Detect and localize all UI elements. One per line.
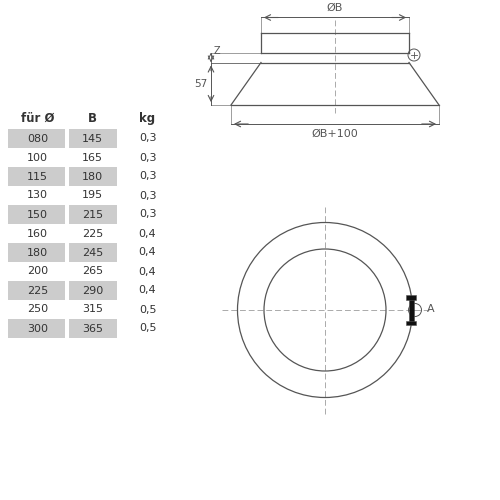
- Text: 245: 245: [82, 248, 103, 258]
- Text: 195: 195: [82, 190, 103, 200]
- Text: 130: 130: [27, 190, 48, 200]
- Text: 0,3: 0,3: [139, 210, 156, 220]
- Text: kg: kg: [140, 112, 156, 125]
- Text: 0,4: 0,4: [138, 228, 156, 238]
- Bar: [406, 295, 416, 300]
- Text: 0,3: 0,3: [139, 134, 156, 143]
- FancyBboxPatch shape: [69, 129, 116, 148]
- FancyBboxPatch shape: [8, 281, 65, 300]
- Text: 200: 200: [27, 266, 48, 276]
- Text: 165: 165: [82, 152, 103, 162]
- Text: 115: 115: [27, 172, 48, 181]
- Text: 0,4: 0,4: [138, 248, 156, 258]
- Bar: [408, 297, 414, 323]
- Text: ØB: ØB: [327, 2, 343, 12]
- Text: 365: 365: [82, 324, 103, 334]
- Text: 57: 57: [194, 78, 207, 89]
- Text: 290: 290: [82, 286, 103, 296]
- Bar: [406, 320, 416, 326]
- Text: B: B: [88, 112, 97, 125]
- Text: 0,4: 0,4: [138, 286, 156, 296]
- Text: 265: 265: [82, 266, 103, 276]
- Text: 0,3: 0,3: [139, 172, 156, 181]
- Text: 0,3: 0,3: [139, 190, 156, 200]
- Text: 180: 180: [82, 172, 103, 181]
- Text: 300: 300: [27, 324, 48, 334]
- FancyBboxPatch shape: [8, 205, 65, 224]
- FancyBboxPatch shape: [69, 243, 116, 262]
- Text: 215: 215: [82, 210, 103, 220]
- Text: 100: 100: [27, 152, 48, 162]
- FancyBboxPatch shape: [69, 319, 116, 338]
- Text: 150: 150: [27, 210, 48, 220]
- FancyBboxPatch shape: [8, 129, 65, 148]
- Text: 160: 160: [27, 228, 48, 238]
- FancyBboxPatch shape: [69, 167, 116, 186]
- FancyBboxPatch shape: [8, 319, 65, 338]
- FancyBboxPatch shape: [8, 243, 65, 262]
- Text: 0,4: 0,4: [138, 266, 156, 276]
- Text: 145: 145: [82, 134, 103, 143]
- Text: A: A: [426, 304, 434, 314]
- Text: 080: 080: [27, 134, 48, 143]
- Text: 0,5: 0,5: [139, 324, 156, 334]
- FancyBboxPatch shape: [69, 281, 116, 300]
- Text: 0,3: 0,3: [139, 152, 156, 162]
- Text: ØB+100: ØB+100: [312, 129, 358, 139]
- Text: 225: 225: [27, 286, 48, 296]
- Text: 180: 180: [27, 248, 48, 258]
- FancyBboxPatch shape: [69, 205, 116, 224]
- Text: 315: 315: [82, 304, 103, 314]
- Text: für Ø: für Ø: [21, 112, 54, 125]
- FancyBboxPatch shape: [8, 167, 65, 186]
- Text: 0,5: 0,5: [139, 304, 156, 314]
- Text: 250: 250: [27, 304, 48, 314]
- Text: 225: 225: [82, 228, 103, 238]
- Text: Z: Z: [214, 46, 220, 56]
